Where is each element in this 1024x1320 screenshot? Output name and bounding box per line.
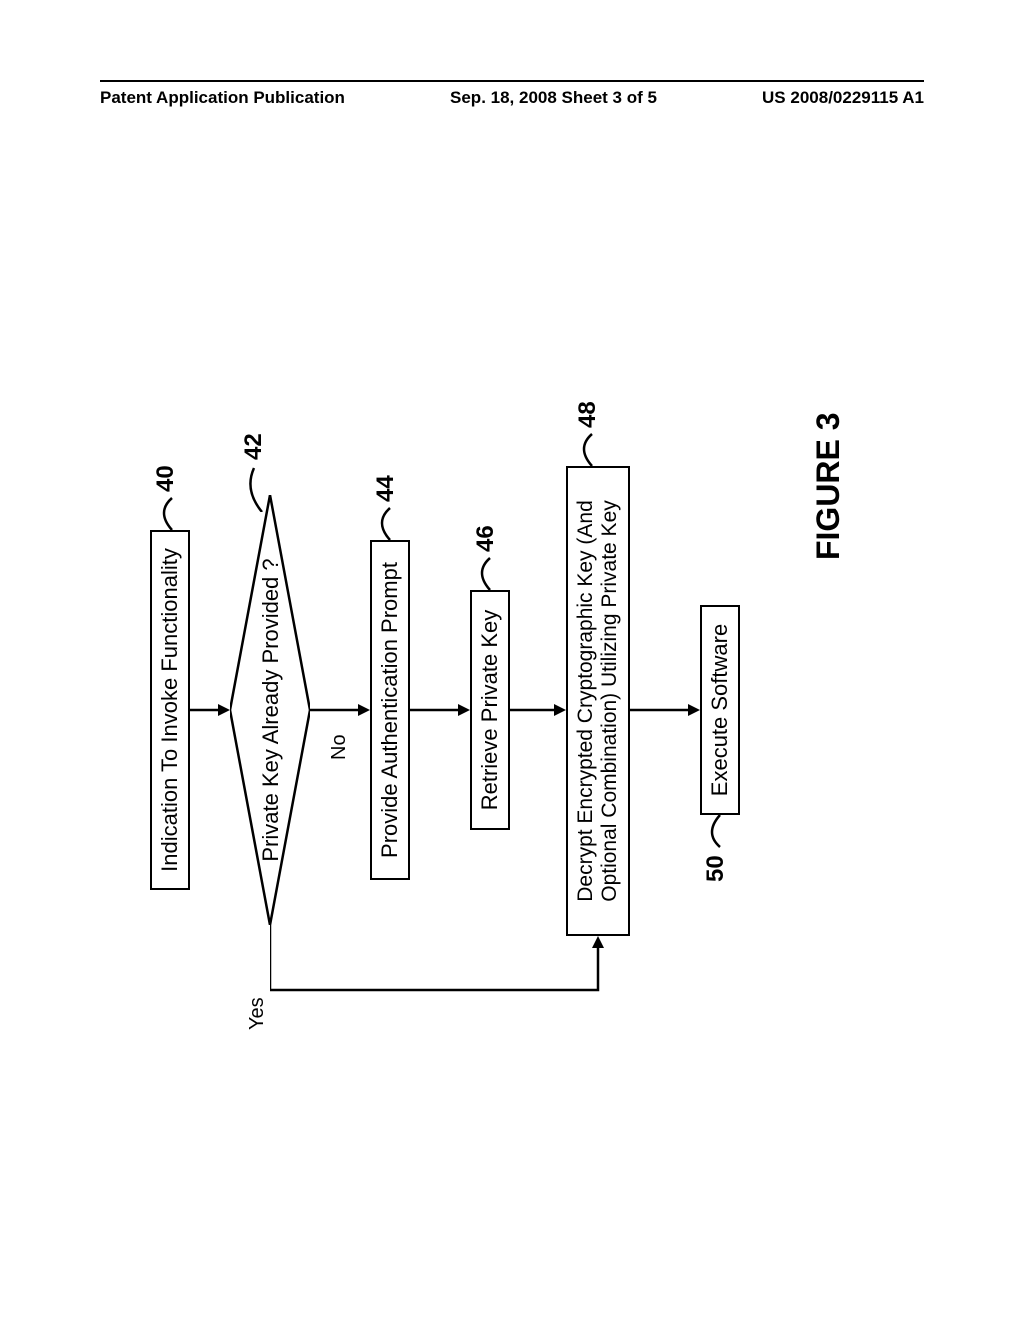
ref-50: 50 <box>702 855 730 882</box>
ref-48: 48 <box>574 401 602 428</box>
ref-42: 42 <box>240 433 268 460</box>
node-auth-prompt-label: Provide Authentication Prompt <box>377 562 403 858</box>
ref-tick-40 <box>160 494 184 530</box>
edge-44-46 <box>410 704 470 716</box>
figure-title: FIGURE 3 <box>810 412 847 560</box>
node-indication-label: Indication To Invoke Functionality <box>157 548 183 872</box>
figure-rotated-container: Indication To Invoke Functionality 40 Pr… <box>150 260 910 1160</box>
ref-tick-48 <box>580 430 604 466</box>
ref-46: 46 <box>472 525 500 552</box>
edge-48-50 <box>630 704 700 716</box>
ref-tick-44 <box>378 504 402 540</box>
header-row: Patent Application Publication Sep. 18, … <box>0 88 1024 108</box>
ref-40: 40 <box>152 465 180 492</box>
node-retrieve-key: Retrieve Private Key <box>470 590 510 830</box>
node-decrypt: Decrypt Encrypted Cryptographic Key (And… <box>566 466 630 936</box>
page: Patent Application Publication Sep. 18, … <box>0 0 1024 1320</box>
node-decrypt-label: Decrypt Encrypted Cryptographic Key (And… <box>574 478 622 924</box>
header-right: US 2008/0229115 A1 <box>762 88 924 108</box>
header-left: Patent Application Publication <box>100 88 345 108</box>
node-indication: Indication To Invoke Functionality <box>150 530 190 890</box>
header-center: Sep. 18, 2008 Sheet 3 of 5 <box>450 88 657 108</box>
header-rule <box>100 80 924 82</box>
node-execute-label: Execute Software <box>707 624 733 796</box>
ref-tick-50 <box>708 813 732 849</box>
edge-label-yes: Yes <box>246 997 269 1030</box>
edge-46-48 <box>510 704 566 716</box>
flowchart: Indication To Invoke Functionality 40 Pr… <box>150 260 910 1160</box>
edge-40-42 <box>190 704 230 716</box>
node-decision-label: Private Key Already Provided ? <box>258 495 284 925</box>
ref-tick-42 <box>244 464 268 512</box>
node-auth-prompt: Provide Authentication Prompt <box>370 540 410 880</box>
edge-label-no: No <box>328 734 351 760</box>
edge-42-44 <box>310 704 370 716</box>
node-execute: Execute Software <box>700 605 740 815</box>
node-retrieve-key-label: Retrieve Private Key <box>477 610 503 811</box>
ref-44: 44 <box>372 475 400 502</box>
node-decision-private-key: Private Key Already Provided ? <box>230 495 310 925</box>
ref-tick-46 <box>478 554 502 590</box>
page-header: Patent Application Publication Sep. 18, … <box>0 80 1024 108</box>
